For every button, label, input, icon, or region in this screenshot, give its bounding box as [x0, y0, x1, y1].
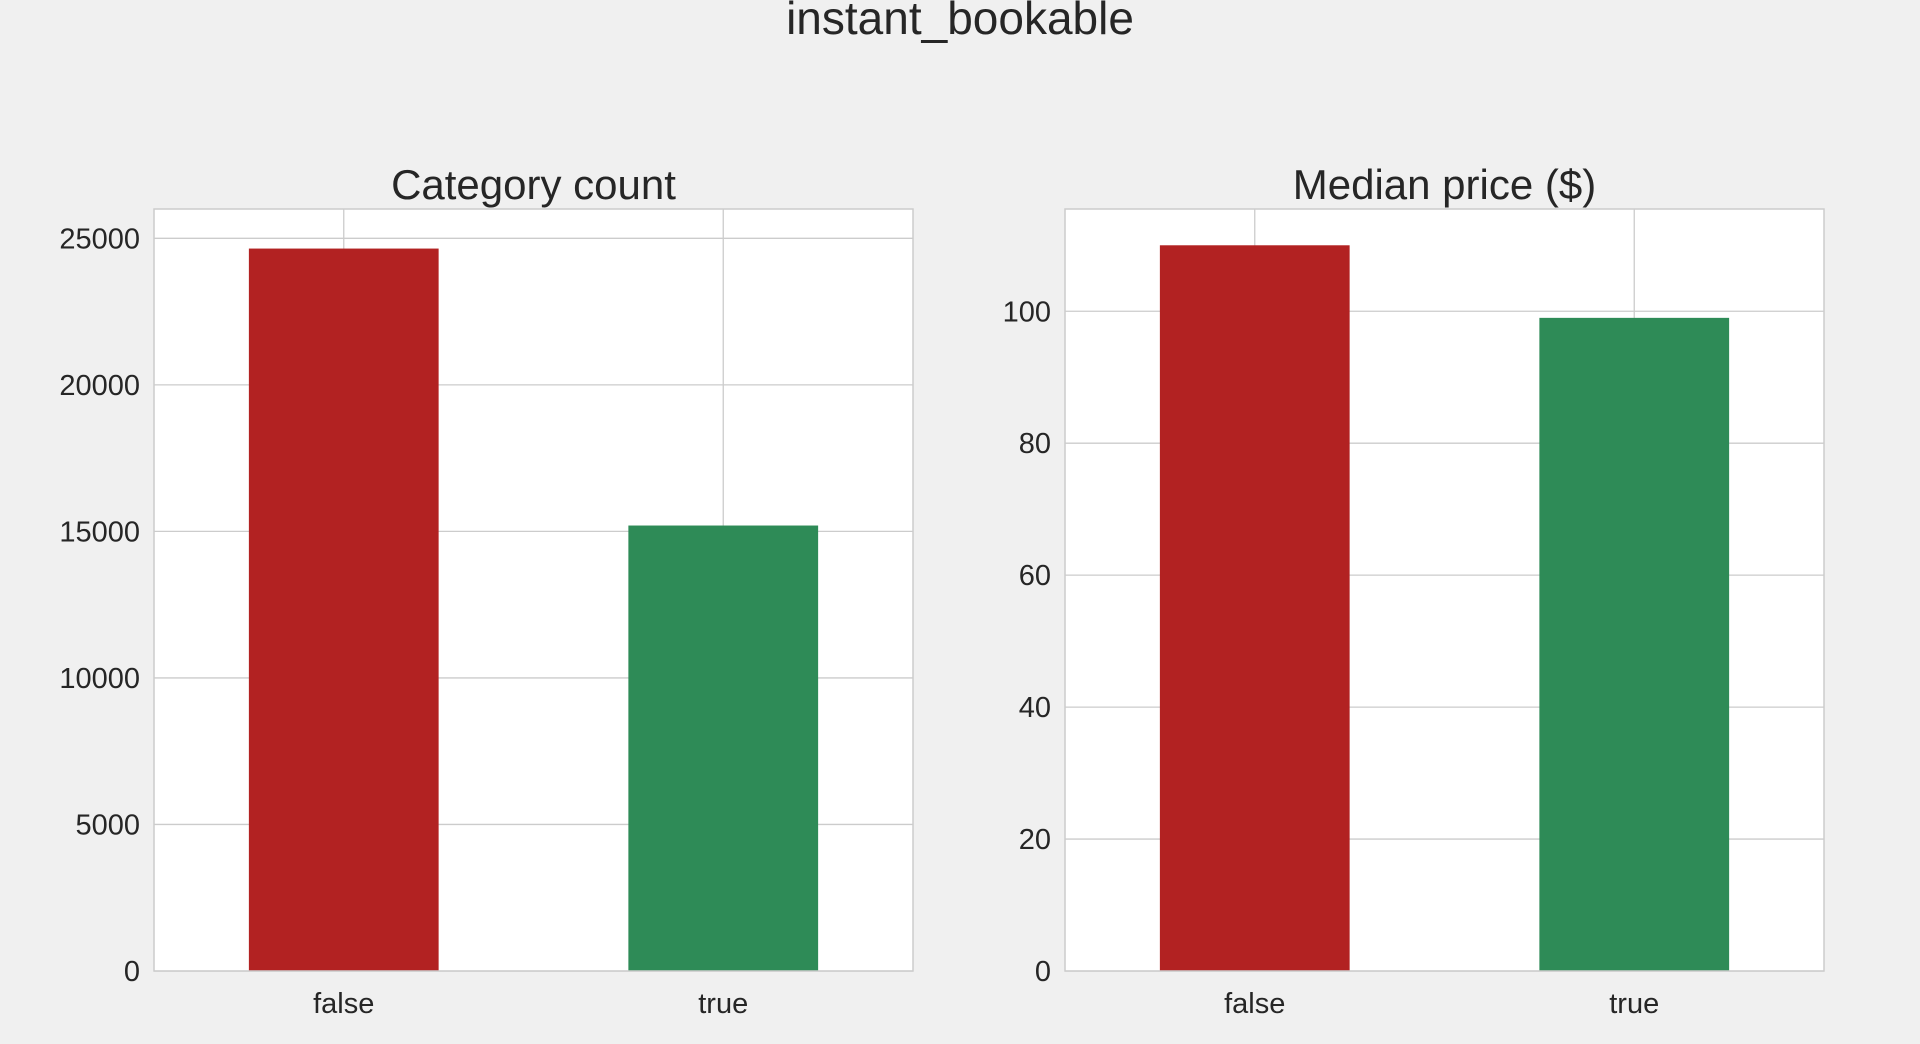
chart-panel-1: 0 5000 10000 15000 20000 25000 false true Catego… [59, 161, 914, 1020]
y-tick-label: 0 [1035, 956, 1051, 988]
bar-true [1539, 317, 1730, 971]
plot-frame [153, 208, 914, 972]
chart-panel-2: 0 20 40 60 80 100 false true Median price ($) [1003, 161, 1825, 1020]
panel-title: Median price ($) [1293, 161, 1596, 208]
y-tick-label: 5000 [75, 809, 140, 841]
x-tick-label: true [1609, 988, 1659, 1020]
bar-false [1159, 245, 1350, 972]
y-tick-label: 10000 [59, 663, 140, 695]
panel-title: Category count [391, 161, 676, 208]
bar-false [248, 248, 439, 972]
x-tick-label: true [698, 988, 748, 1020]
y-tick-label: 25000 [59, 223, 140, 255]
chart-panels: 0 5000 10000 15000 20000 25000 false true Catego… [59, 161, 1825, 1020]
figure-title: instant_bookable [786, 0, 1134, 44]
bar-true [628, 525, 819, 971]
y-tick-label: 80 [1019, 428, 1051, 460]
x-tick-label: false [313, 988, 374, 1020]
y-tick-label: 15000 [59, 516, 140, 548]
y-tick-label: 40 [1019, 692, 1051, 724]
x-tick-label: false [1224, 988, 1285, 1020]
y-tick-label: 60 [1019, 560, 1051, 592]
y-tick-label: 0 [124, 956, 140, 988]
y-tick-label: 20 [1019, 824, 1051, 856]
plot-frame [1064, 208, 1825, 972]
y-tick-label: 20000 [59, 370, 140, 402]
y-tick-label: 100 [1003, 296, 1051, 328]
